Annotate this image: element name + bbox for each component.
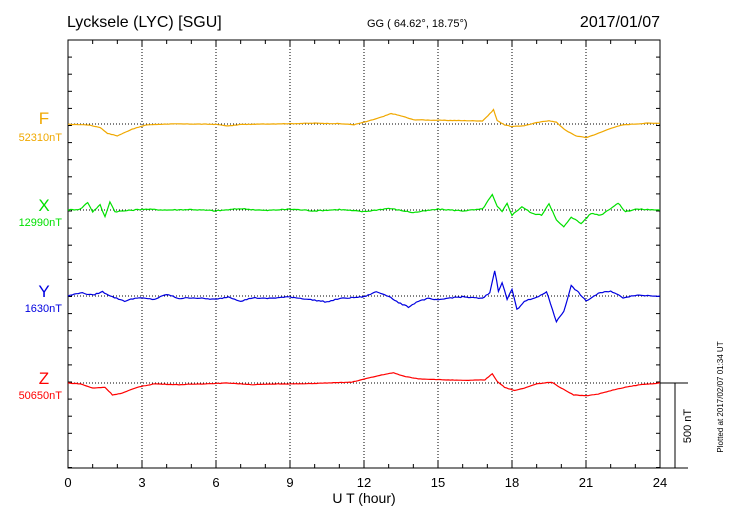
series-baseline-y: 1630nT [25,303,63,315]
series-line-x [67,193,661,228]
x-tick-label: 18 [505,475,519,490]
series-baseline-x: 12990nT [19,217,63,229]
x-tick-label: 9 [286,475,293,490]
grid-lines [68,40,660,468]
scale-bar-label: 500 nT [682,409,694,444]
series-line-f [68,108,661,139]
series-label-f: F [39,109,49,128]
station-coords: GG ( 64.62°, 18.75°) [367,18,468,30]
series-label-y: Y [38,282,49,301]
series-layer [67,108,661,397]
station-title: Lycksele (LYC) [SGU] [67,14,222,31]
series-labels: F 52310nT X 12990nT Y 1630nT Z 50650nT [19,109,63,402]
series-baseline-f: 52310nT [19,132,63,144]
series-line-z [67,372,660,397]
series-line-y [67,270,661,324]
x-tick-label: 0 [64,475,71,490]
x-tick-label: 12 [357,475,371,490]
x-tick-label: 15 [431,475,445,490]
axis-ticks [67,39,661,468]
x-tick-label: 3 [138,475,145,490]
series-label-z: Z [39,369,49,388]
x-tick-label: 6 [212,475,219,490]
scale-bar: 500 nT [660,382,694,469]
series-baseline-z: 50650nT [19,390,63,402]
x-tick-label: 21 [579,475,593,490]
plotted-note: Plotted at 2017/02/07 01:34 UT [716,341,725,452]
series-label-x: X [38,196,49,215]
x-tick-label: 24 [653,475,667,490]
x-axis-label: U T (hour) [332,490,395,506]
x-tick-labels: 0 3 6 9 12 15 18 21 24 [64,475,667,490]
date-label: 2017/01/07 [580,14,660,31]
